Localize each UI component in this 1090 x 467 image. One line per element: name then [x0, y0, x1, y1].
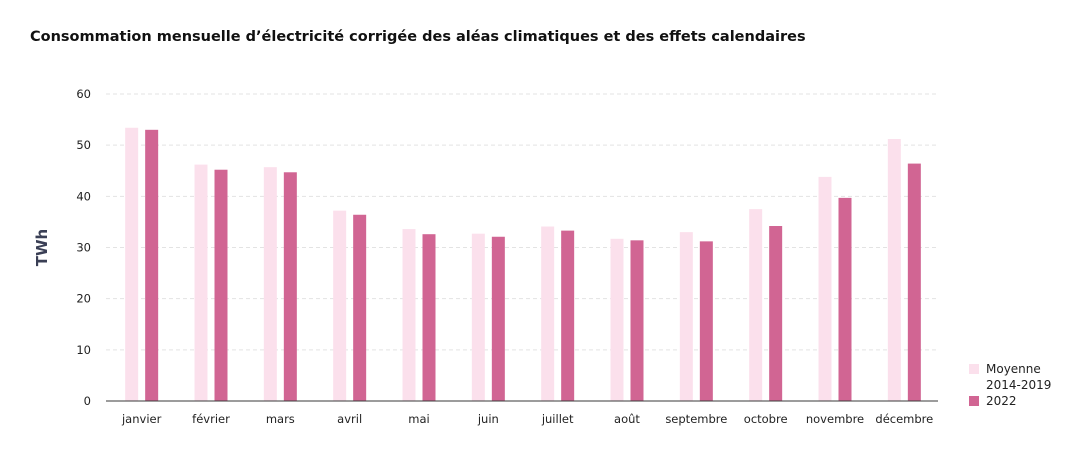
y-tick-label: 40 — [76, 189, 91, 203]
bar-moyenne-9 — [749, 209, 763, 401]
legend: Moyenne 2014-2019 2022 — [969, 362, 1051, 408]
x-tick-label: décembre — [875, 412, 933, 426]
bar-moyenne-4 — [402, 229, 416, 401]
x-tick-label: mars — [266, 412, 295, 426]
bar-moyenne-11 — [887, 139, 901, 401]
grid-lines — [106, 93, 938, 351]
bar-year-2022-2 — [283, 172, 297, 401]
axes: 0 10 20 30 40 50 60 TWh janvier février mars avril m… — [33, 87, 938, 426]
bar-year-2022-7 — [630, 240, 644, 401]
chart-title: Consommation mensuelle d’électricité cor… — [30, 29, 806, 45]
y-axis-label: TWh — [33, 229, 51, 266]
y-tick-label: 60 — [76, 87, 91, 101]
legend-swatch — [969, 396, 979, 406]
x-tick-label: mai — [408, 412, 429, 426]
bar-moyenne-10 — [818, 176, 832, 401]
bar-moyenne-5 — [471, 233, 485, 401]
bar-moyenne-2 — [263, 167, 277, 401]
x-tick-label: août — [614, 412, 640, 426]
bar-year-2022-5 — [491, 236, 505, 401]
x-tick-label: juin — [477, 412, 499, 426]
legend-label: Moyenne — [986, 362, 1041, 376]
bar-year-2022-8 — [699, 241, 713, 401]
legend-label: 2014-2019 — [986, 378, 1051, 392]
bar-moyenne-1 — [194, 164, 208, 401]
legend-swatch — [969, 364, 979, 374]
bar-year-2022-3 — [353, 214, 367, 401]
y-tick-label: 20 — [76, 292, 91, 306]
bar-moyenne-7 — [610, 238, 624, 401]
y-tick-label: 10 — [76, 343, 91, 357]
x-tick-label: novembre — [806, 412, 864, 426]
bar-year-2022-1 — [214, 169, 228, 401]
bar-year-2022-4 — [422, 234, 436, 401]
bar-moyenne-0 — [125, 127, 139, 402]
bar-year-2022-6 — [561, 230, 575, 401]
x-tick-label: octobre — [744, 412, 788, 426]
bar-moyenne-6 — [541, 226, 555, 401]
y-tick-label: 0 — [84, 394, 91, 408]
bar-year-2022-10 — [838, 197, 852, 401]
x-tick-label: septembre — [665, 412, 727, 426]
x-tick-label: avril — [337, 412, 362, 426]
bars — [125, 127, 921, 402]
x-tick-label: février — [192, 412, 230, 426]
bar-moyenne-8 — [679, 232, 693, 401]
x-tick-label: janvier — [121, 412, 162, 426]
bar-year-2022-11 — [907, 163, 921, 401]
y-tick-label: 50 — [76, 138, 91, 152]
legend-label: 2022 — [986, 394, 1017, 408]
y-tick-label: 30 — [76, 241, 91, 255]
bar-moyenne-3 — [333, 210, 347, 401]
bar-year-2022-9 — [769, 226, 783, 401]
x-tick-label: juillet — [541, 412, 574, 426]
bar-year-2022-0 — [145, 129, 159, 402]
